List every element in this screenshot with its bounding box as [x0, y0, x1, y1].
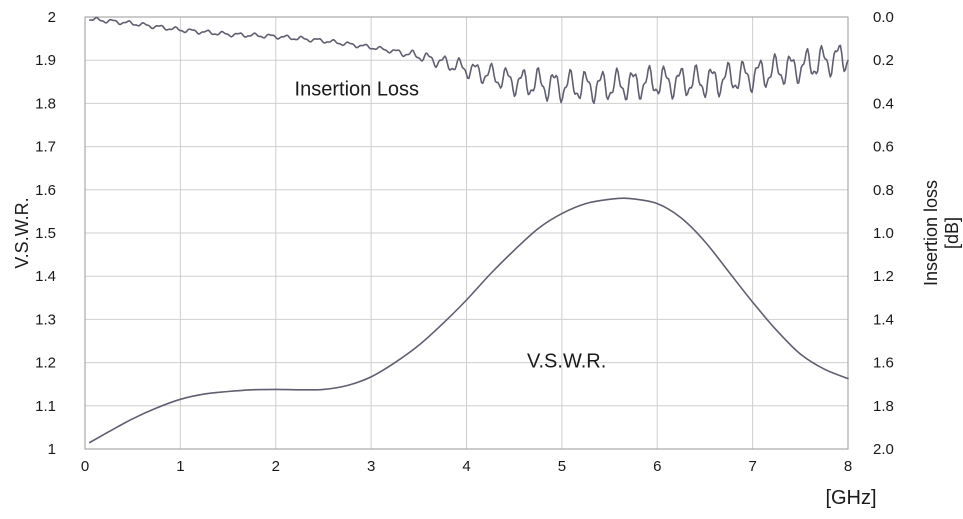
y-axis-title: V.S.W.R. [12, 197, 32, 268]
y-tick-label: 1.3 [35, 311, 56, 328]
y2-tick-label: 0.4 [873, 95, 894, 112]
y2-tick-label: 0.6 [873, 139, 894, 156]
y-axis-ticks: 1 1.1 1.2 1.3 1.4 1.5 1.6 1.7 1.8 1.9 2 [35, 9, 56, 458]
x-axis-ticks: 0 1 2 3 4 5 6 7 8 [81, 458, 852, 475]
y-tick-label: 1.9 [35, 52, 56, 69]
x-tick-label: 6 [653, 458, 661, 475]
x-tick-label: 3 [367, 458, 375, 475]
y2-tick-label: 0.8 [873, 182, 894, 199]
x-tick-label: 2 [272, 458, 280, 475]
y-tick-label: 1.1 [35, 398, 56, 415]
y2-tick-label: 0.0 [873, 9, 894, 26]
y2-tick-label: 1.2 [873, 268, 894, 285]
y2-axis-ticks: 0.0 0.2 0.4 0.6 0.8 1.0 1.2 1.4 1.6 1.8 2.0 [873, 9, 894, 458]
y-tick-label: 1.2 [35, 355, 56, 372]
y2-tick-label: 2.0 [873, 441, 894, 458]
x-axis-unit-label: [GHz] [825, 487, 876, 509]
vswr-annotation: V.S.W.R. [527, 350, 606, 372]
y2-tick-label: 1.4 [873, 311, 894, 328]
y-tick-label: 1.8 [35, 95, 56, 112]
x-tick-label: 4 [462, 458, 470, 475]
y2-tick-label: 1.6 [873, 355, 894, 372]
x-tick-label: 0 [81, 458, 89, 475]
y-tick-label: 1.4 [35, 268, 56, 285]
x-tick-label: 1 [176, 458, 184, 475]
plot-frame [84, 16, 849, 450]
y2-axis-title-line1: Insertion loss [921, 180, 941, 286]
y-tick-label: 1.7 [35, 139, 56, 156]
x-tick-label: 7 [748, 458, 756, 475]
y-tick-label: 1.6 [35, 182, 56, 199]
y2-tick-label: 1.0 [873, 225, 894, 242]
insertion-loss-line [89, 16, 849, 105]
y2-tick-label: 1.8 [873, 398, 894, 415]
x-tick-label: 5 [558, 458, 566, 475]
grid-lines [85, 17, 848, 449]
series-layer [89, 16, 849, 444]
y2-tick-label: 0.2 [873, 52, 894, 69]
vswr-line [89, 197, 849, 444]
insertion-loss-annotation: Insertion Loss [295, 78, 420, 100]
y-tick-label: 1.5 [35, 225, 56, 242]
y-tick-label: 1 [48, 441, 56, 458]
y-tick-label: 2 [48, 9, 56, 26]
y2-axis-title-line2: [dB] [942, 217, 962, 249]
x-tick-label: 8 [844, 458, 852, 475]
